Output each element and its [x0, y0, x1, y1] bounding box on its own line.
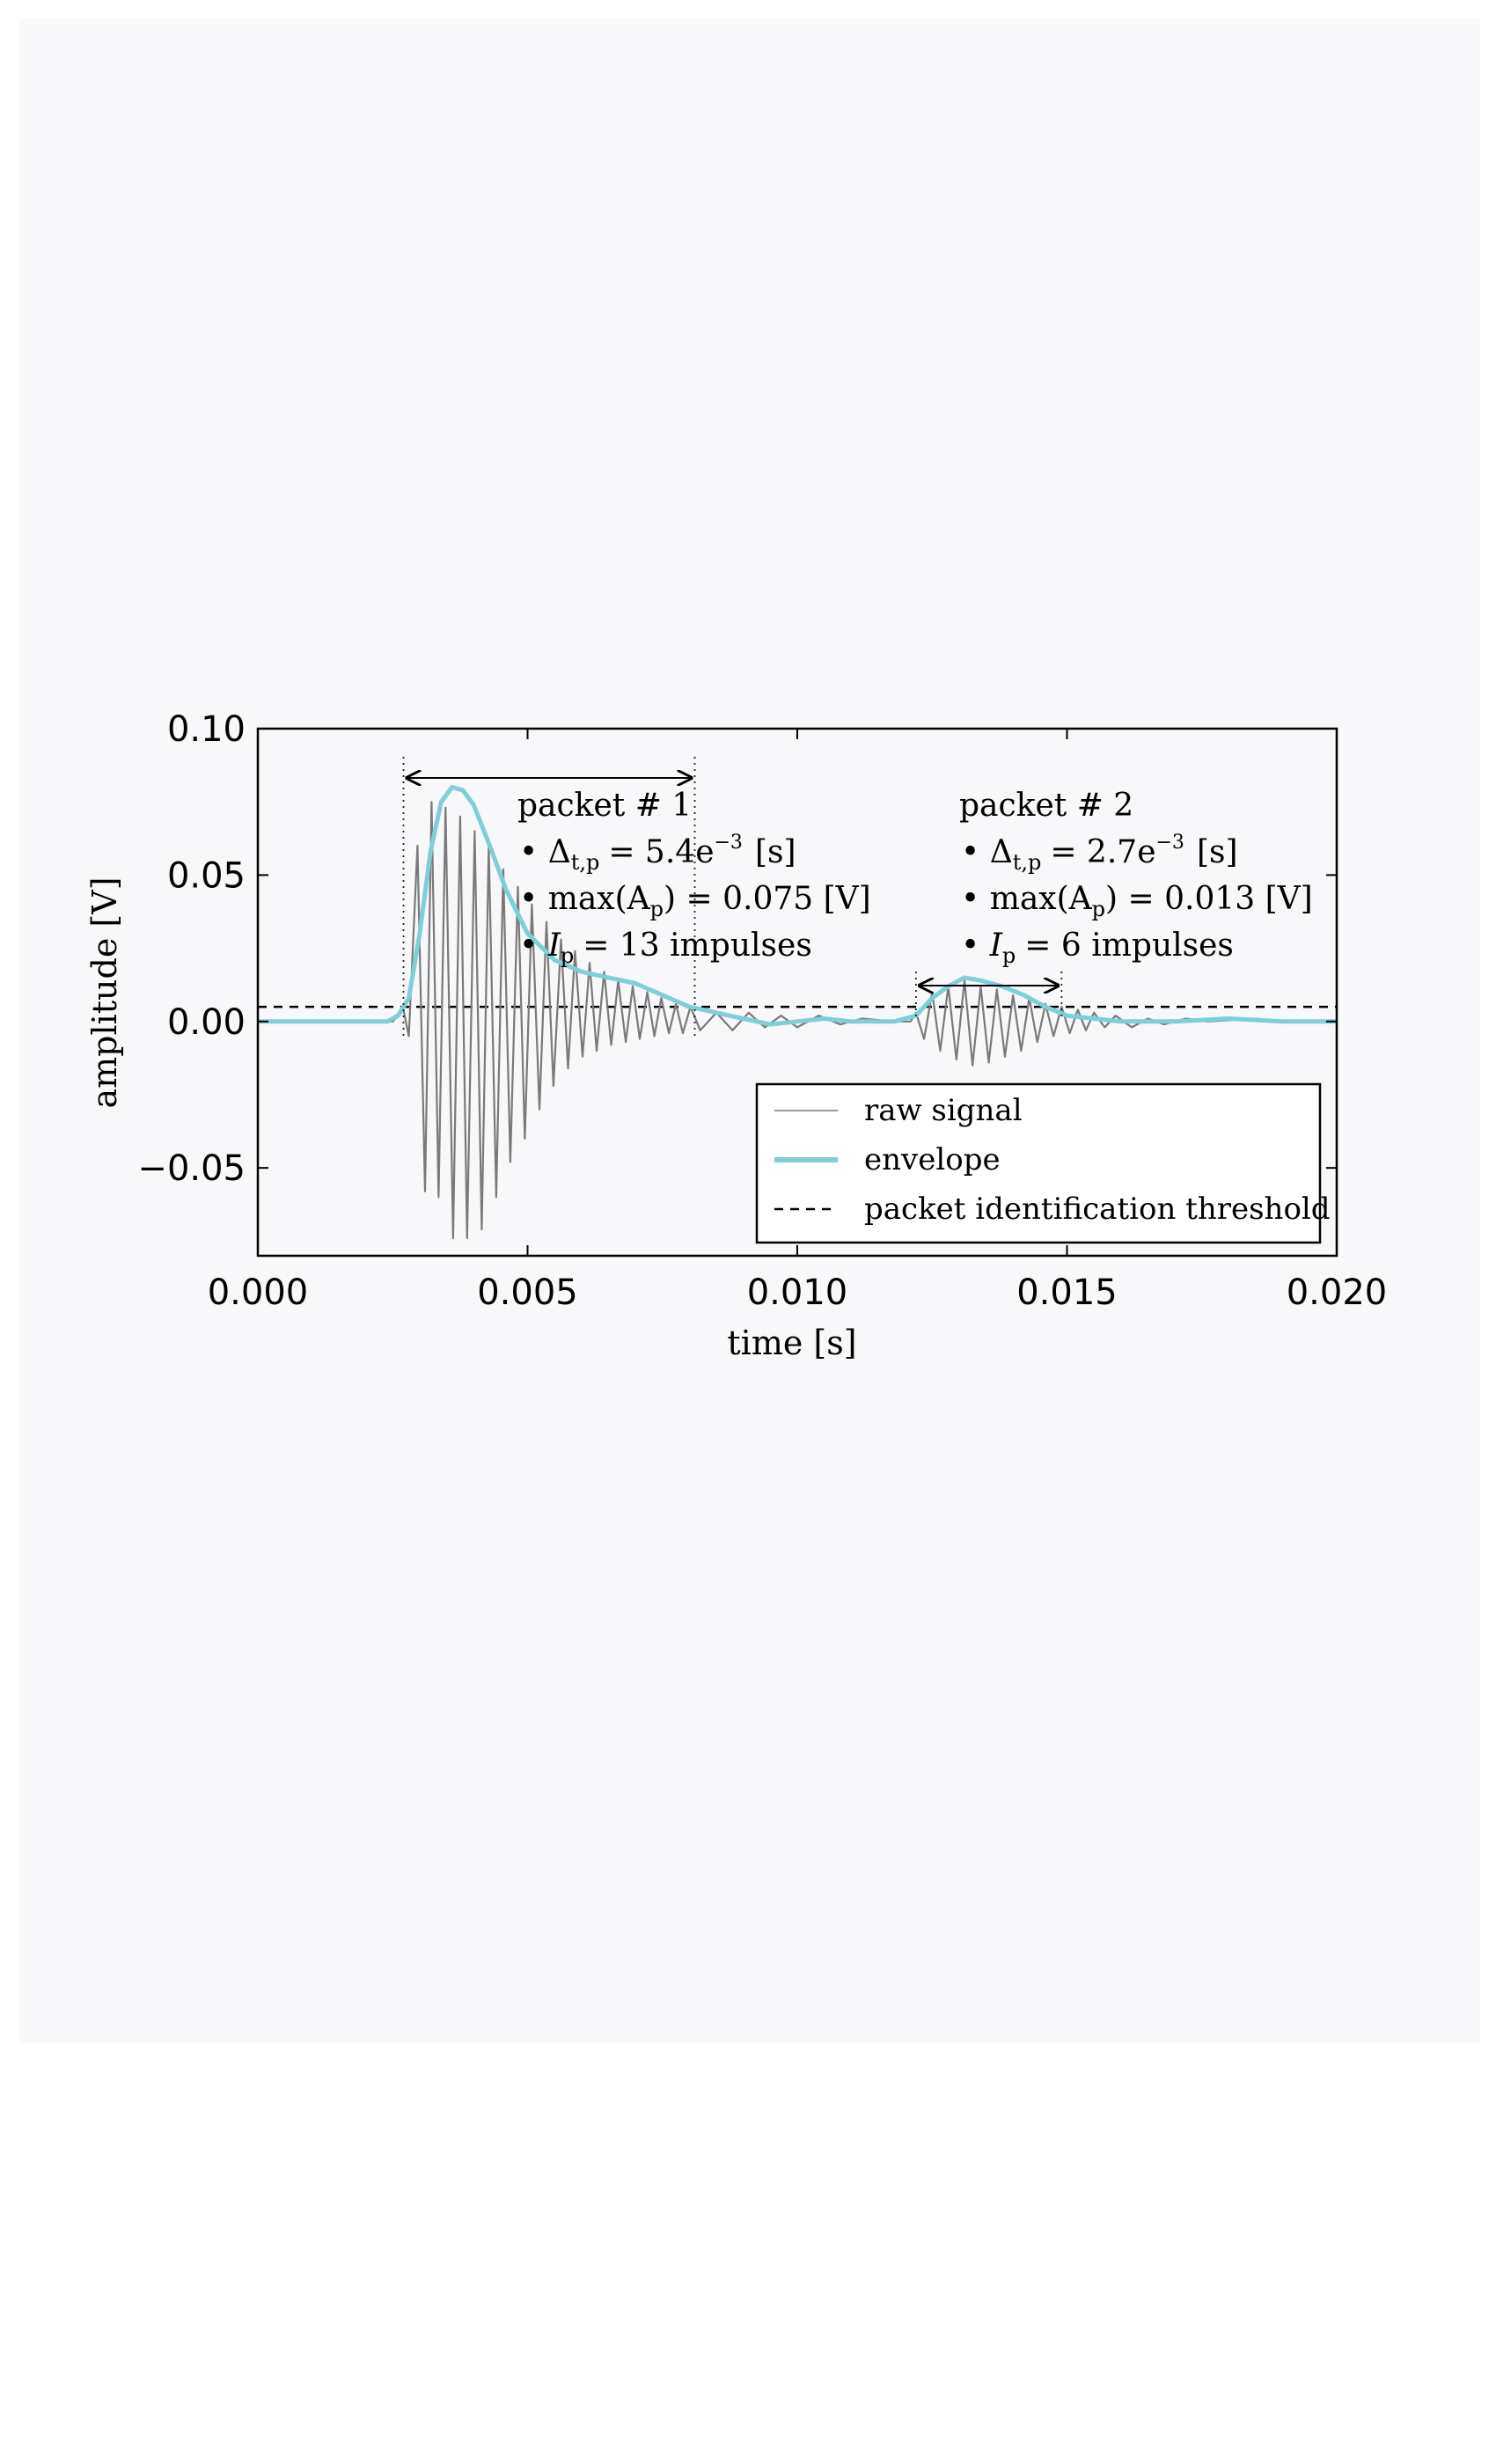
max-value: ) = 0.013 [V]	[1105, 881, 1313, 917]
delta-subscript: t,p	[1013, 850, 1042, 875]
y-tick-label: 0.00	[167, 1002, 246, 1043]
delta-subscript: t,p	[571, 850, 600, 875]
packet-2-title: packet # 2	[959, 788, 1133, 824]
amplitude-time-chart: packet # 1 • Δt,p = 5.4e−3 [s] • max(Ap) =…	[85, 709, 1388, 1362]
delta-symbol: Δ	[548, 834, 571, 870]
packet-1-impulses-line: • Ip = 13 impulses	[519, 928, 812, 968]
y-tick-label: 0.05	[167, 855, 246, 896]
scanned-page: packet # 1 • Δt,p = 5.4e−3 [s] • max(Ap) =…	[19, 19, 1480, 2043]
x-axis-label: time [s]	[727, 1324, 856, 1362]
legend-raw-signal: raw signal	[864, 1093, 1023, 1128]
x-tick-label: 0.020	[1287, 1272, 1388, 1313]
legend-envelope: envelope	[864, 1142, 1001, 1177]
impulse-label: I	[547, 928, 561, 964]
delta-symbol: Δ	[990, 834, 1013, 870]
legend-threshold: packet identification threshold	[864, 1192, 1331, 1227]
packet-1-annotation: packet # 1 • Δt,p = 5.4e−3 [s] • max(Ap) =…	[517, 788, 871, 968]
max-label: max(A	[990, 881, 1093, 917]
legend: raw signal envelope packet identificatio…	[755, 1082, 1331, 1244]
impulse-label: I	[989, 928, 1003, 964]
delta-exponent: −3	[715, 832, 743, 854]
packet-2-impulses-line: • Ip = 6 impulses	[961, 928, 1234, 968]
delta-unit: [s]	[755, 834, 796, 870]
bullet: •	[961, 834, 990, 870]
packet-1-delta-line: • Δt,p = 5.4e−3 [s]	[519, 832, 796, 875]
delta-unit: [s]	[1197, 834, 1238, 870]
y-axis-label: amplitude [V]	[85, 876, 124, 1108]
max-label: max(A	[548, 881, 651, 917]
impulse-subscript: p	[561, 943, 574, 968]
y-tick-label: −0.05	[137, 1148, 246, 1189]
bullet: •	[519, 881, 548, 917]
delta-value: = 2.7e	[1050, 834, 1155, 870]
bullet: •	[519, 834, 548, 870]
delta-value: = 5.4e	[608, 834, 714, 870]
packet-2-annotation: packet # 2 • Δt,p = 2.7e−3 [s] • max(Ap) =…	[959, 788, 1313, 968]
x-tick-label: 0.000	[208, 1272, 309, 1313]
envelope-line	[258, 785, 1337, 1027]
impulse-value: = 13 impulses	[583, 928, 812, 964]
bullet: •	[519, 928, 548, 964]
impulse-value: = 6 impulses	[1024, 928, 1234, 964]
bullet: •	[961, 881, 990, 917]
packet-2-max-line: • max(Ap) = 0.013 [V]	[961, 881, 1313, 921]
max-value: ) = 0.075 [V]	[664, 881, 871, 917]
delta-exponent: −3	[1156, 832, 1184, 854]
x-tick-label: 0.005	[477, 1272, 578, 1313]
raw-signal-line	[258, 801, 1337, 1240]
packet-2-delta-line: • Δt,p = 2.7e−3 [s]	[961, 832, 1238, 875]
max-subscript: p	[1092, 897, 1105, 921]
bullet: •	[961, 928, 990, 964]
x-tick-label: 0.010	[747, 1272, 848, 1313]
max-subscript: p	[650, 897, 664, 921]
x-tick-label: 0.015	[1016, 1272, 1118, 1313]
impulse-subscript: p	[1002, 943, 1016, 968]
packet-1-max-line: • max(Ap) = 0.075 [V]	[519, 881, 871, 921]
y-tick-label: 0.10	[167, 709, 246, 750]
packet-1-title: packet # 1	[517, 788, 692, 824]
legend-box	[755, 1082, 1322, 1244]
